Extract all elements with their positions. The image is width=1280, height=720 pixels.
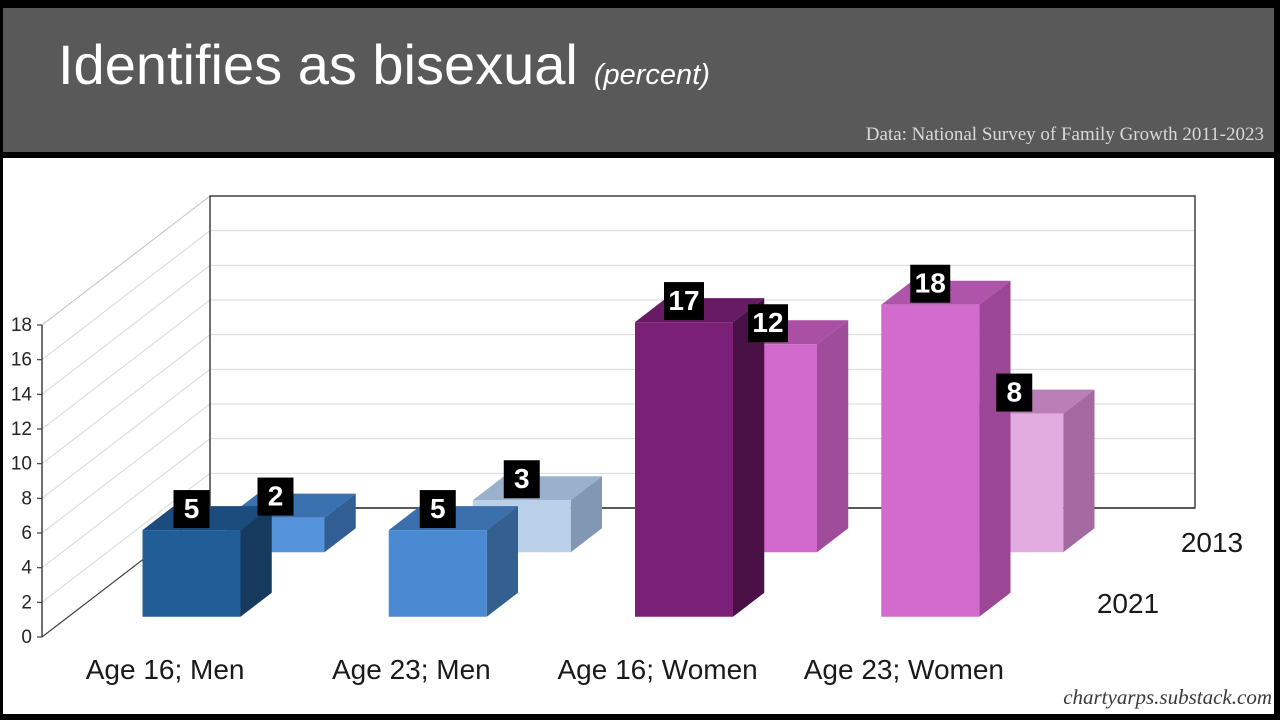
value-label-box <box>419 490 456 529</box>
category-label-age-23-men: Age 23; Men <box>332 654 491 685</box>
svg-text:0: 0 <box>21 627 32 648</box>
credit-text: chartyarps.substack.com <box>1063 685 1272 709</box>
series-label-2021: 2021 <box>1096 588 1160 619</box>
value-label-box <box>748 304 789 343</box>
value-label: 5 <box>184 493 200 524</box>
value-label: 2 <box>268 481 284 512</box>
svg-text:8: 8 <box>21 488 32 509</box>
svg-text:10: 10 <box>11 454 32 475</box>
value-label-box <box>257 477 294 516</box>
svg-text:18: 18 <box>11 315 32 336</box>
svg-text:4: 4 <box>21 558 32 579</box>
svg-text:12: 12 <box>11 419 32 440</box>
header: Identifies as bisexual (percent) Data: N… <box>3 8 1274 152</box>
value-label-box <box>173 490 210 529</box>
bar-2021-age-16-women <box>635 298 765 617</box>
title-row: Identifies as bisexual (percent) <box>58 34 710 96</box>
value-label-box <box>503 460 540 499</box>
category-label-age-23-women: Age 23; Women <box>804 654 1004 685</box>
svg-text:16: 16 <box>11 350 32 371</box>
bar-2021-age-23-women <box>881 280 1011 617</box>
value-label: 5 <box>430 493 446 524</box>
value-label: 3 <box>514 463 530 494</box>
value-label: 17 <box>668 285 699 316</box>
svg-text:14: 14 <box>11 384 33 405</box>
value-label-box <box>664 282 705 321</box>
svg-text:6: 6 <box>21 523 32 544</box>
svg-text:2: 2 <box>21 592 32 613</box>
chart-title: Identifies as bisexual <box>58 33 578 96</box>
chart-subtitle: (percent) <box>593 59 710 91</box>
category-label-age-16-women: Age 16; Women <box>557 654 757 685</box>
value-label: 12 <box>752 307 783 338</box>
value-labels: 2 3 12 8 5 5 17 18 <box>173 264 1033 529</box>
value-label-box <box>996 373 1033 412</box>
value-label: 8 <box>1006 377 1022 408</box>
value-label: 18 <box>915 268 946 299</box>
series-label-2013: 2013 <box>1180 527 1244 558</box>
category-label-age-16-men: Age 16; Men <box>86 654 245 685</box>
value-axis-labels: 0 2 4 6 8 10 12 14 16 18 <box>11 315 42 648</box>
category-axis-labels: Age 16; Men Age 23; Men Age 16; Women Age 2… <box>86 654 1004 685</box>
value-label-box <box>910 264 951 303</box>
data-source: Data: National Survey of Family Growth 2… <box>865 124 1264 145</box>
